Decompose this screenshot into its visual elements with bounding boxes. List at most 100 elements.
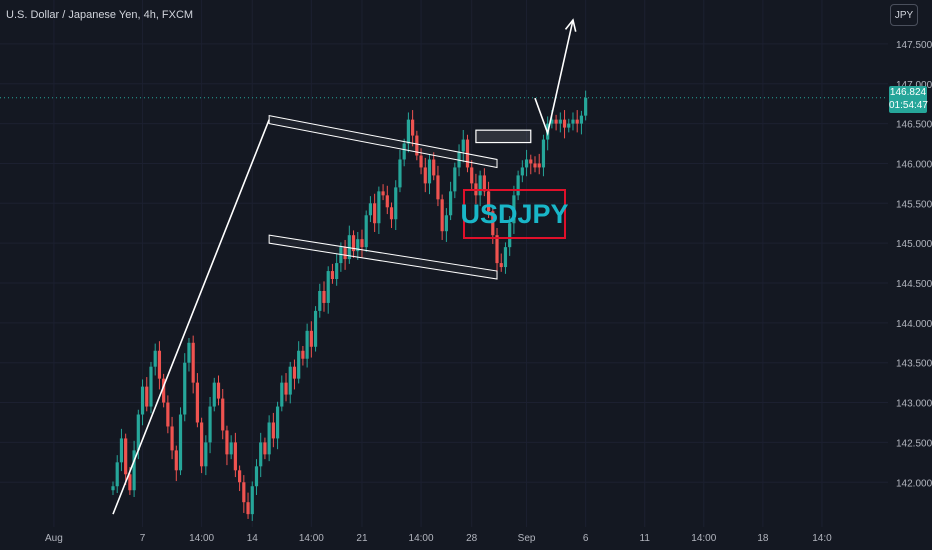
candle [512, 185, 516, 234]
candle [347, 225, 351, 264]
candle [524, 149, 529, 177]
candle [263, 437, 267, 460]
candle-body [486, 191, 491, 212]
candle-body [195, 382, 199, 423]
candle-body [242, 482, 246, 503]
candle-body [520, 167, 524, 176]
candle [339, 242, 343, 272]
candle-body [318, 290, 322, 311]
time-tick-label: 28 [466, 533, 478, 544]
candle [301, 345, 305, 366]
candle [415, 130, 419, 161]
candle-body [271, 422, 275, 439]
candle-body [153, 350, 157, 367]
candle [250, 481, 254, 521]
candle-body [170, 426, 174, 451]
candle-body [406, 119, 410, 144]
symbol-title: U.S. Dollar / Japanese Yen, 4h, FXCM [6, 9, 194, 21]
candle-body [579, 115, 584, 124]
candle [242, 475, 246, 513]
candle [533, 156, 537, 173]
time-tick-label: 14:00 [299, 533, 324, 544]
candle [313, 306, 318, 352]
candle-body [567, 123, 571, 128]
candle [330, 263, 335, 284]
candle-body [183, 362, 187, 415]
last-price-value: 146.824 [889, 87, 927, 98]
candle-body [187, 342, 191, 363]
price-tick-label: 145.000 [896, 239, 932, 250]
candle [381, 184, 385, 201]
candle [178, 407, 183, 476]
candle-body [427, 159, 432, 184]
candle [288, 361, 292, 404]
candle-body [284, 382, 288, 395]
candle [309, 321, 313, 358]
candle-body [229, 442, 233, 455]
candle-body [149, 366, 153, 407]
candle [170, 416, 174, 460]
candle-body [267, 422, 271, 455]
projection-arrow [534, 19, 574, 137]
candle-body [322, 290, 326, 303]
candle [411, 110, 415, 147]
candle [461, 129, 465, 163]
candle-body [360, 239, 364, 248]
breakout-zone [475, 129, 532, 144]
candle-body [313, 310, 318, 347]
candle-body [174, 450, 178, 471]
candle-body [191, 342, 195, 383]
candle [174, 445, 178, 482]
price-tick-label: 146.000 [896, 159, 932, 170]
candle [271, 412, 275, 448]
candle [284, 373, 288, 402]
candle [432, 152, 436, 181]
currency-button[interactable]: JPY [890, 4, 918, 26]
candle-body [385, 195, 389, 208]
candle-body [584, 97, 588, 116]
candle [486, 181, 491, 219]
candle-body [364, 215, 368, 248]
candle [541, 134, 546, 177]
candle [297, 341, 301, 384]
time-tick-label: 14:0 [812, 533, 832, 544]
candle [124, 433, 128, 486]
candle [516, 170, 520, 201]
candle-body [111, 486, 115, 491]
candle-body [140, 386, 145, 415]
candle-body [444, 215, 448, 232]
candle [229, 435, 233, 460]
annotations [112, 18, 577, 515]
candle-body [351, 235, 356, 252]
price-tick-label: 147.500 [896, 40, 932, 51]
time-tick-label: 7 [140, 533, 146, 544]
candle-body [491, 211, 495, 236]
flag-upper-channel [268, 115, 498, 169]
candle [579, 110, 584, 135]
time-tick-label: 14:00 [691, 533, 716, 544]
candle-body [301, 350, 305, 359]
candle [453, 162, 457, 199]
candle-body [292, 366, 297, 379]
last-price-label: 146.824 01:54:47 [889, 86, 928, 113]
usdjpy-badge: USDJPY [460, 189, 569, 239]
candle-body [297, 350, 301, 379]
candle [482, 168, 486, 197]
candle-body [495, 235, 499, 264]
candle [373, 193, 377, 233]
candle-body [419, 155, 423, 168]
candle-body [423, 167, 427, 184]
candle [225, 425, 229, 466]
candle [221, 389, 225, 440]
candle-body [132, 450, 136, 491]
candle [575, 110, 579, 133]
candle-body [537, 163, 541, 168]
candle-body [119, 438, 124, 463]
price-tick-label: 142.500 [896, 438, 932, 449]
candle [423, 157, 427, 193]
candle-body [457, 151, 461, 168]
time-tick-label: Sep [518, 533, 536, 544]
candle [132, 440, 136, 498]
